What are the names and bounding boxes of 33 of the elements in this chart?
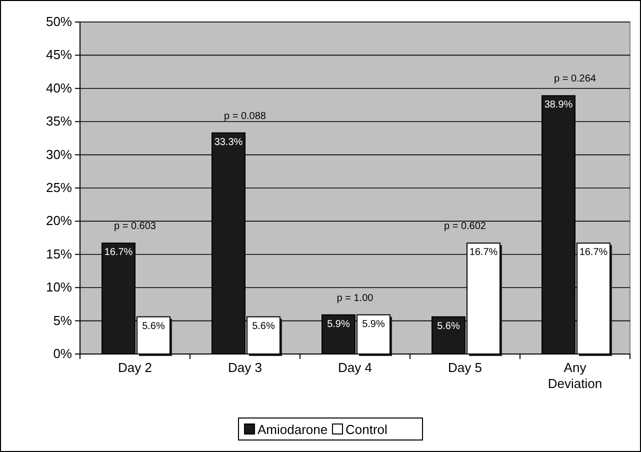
data-label: 16.7% <box>469 247 498 258</box>
annotation: p = 0.603 <box>114 221 156 232</box>
data-label: 33.3% <box>214 136 243 148</box>
x-tick-label: Day 4 <box>338 360 372 375</box>
data-label: 38.9% <box>544 100 573 111</box>
y-tick-label: 10% <box>46 280 72 295</box>
annotation: p = 1.00 <box>336 292 374 304</box>
legend-label: Amiodarone <box>258 422 328 437</box>
annotation: p = 0.264 <box>554 74 596 85</box>
annotation: p = 0.088 <box>224 110 266 122</box>
x-tick-label: Day 2 <box>118 360 152 375</box>
legend-label: Control <box>346 422 388 437</box>
y-tick-label: 5% <box>53 312 72 328</box>
x-tick-label: Day 3 <box>228 360 262 375</box>
y-tick-label: 50% <box>46 14 72 29</box>
y-tick-label: 40% <box>46 80 72 96</box>
y-tick-label: 25% <box>46 180 72 195</box>
x-tick-label: Any Deviation <box>548 360 602 391</box>
y-tick-label: 30% <box>46 146 72 162</box>
data-label: 5.6% <box>252 320 276 332</box>
annotation: p = 0.602 <box>444 221 486 232</box>
y-tick-label: 0% <box>53 346 72 361</box>
data-label: 16.7% <box>579 247 608 258</box>
y-tick-label: 45% <box>46 47 72 62</box>
data-label: 5.9% <box>327 318 350 330</box>
data-label: 5.9% <box>362 318 386 330</box>
y-tick-label: 35% <box>46 114 72 129</box>
data-label: 5.6% <box>142 320 166 332</box>
y-tick-label: 15% <box>46 246 72 262</box>
data-label: 5.6% <box>437 320 460 332</box>
x-tick-label: Day 5 <box>448 360 482 375</box>
y-tick-label: 20% <box>46 213 72 228</box>
data-label: 16.7% <box>104 247 133 258</box>
